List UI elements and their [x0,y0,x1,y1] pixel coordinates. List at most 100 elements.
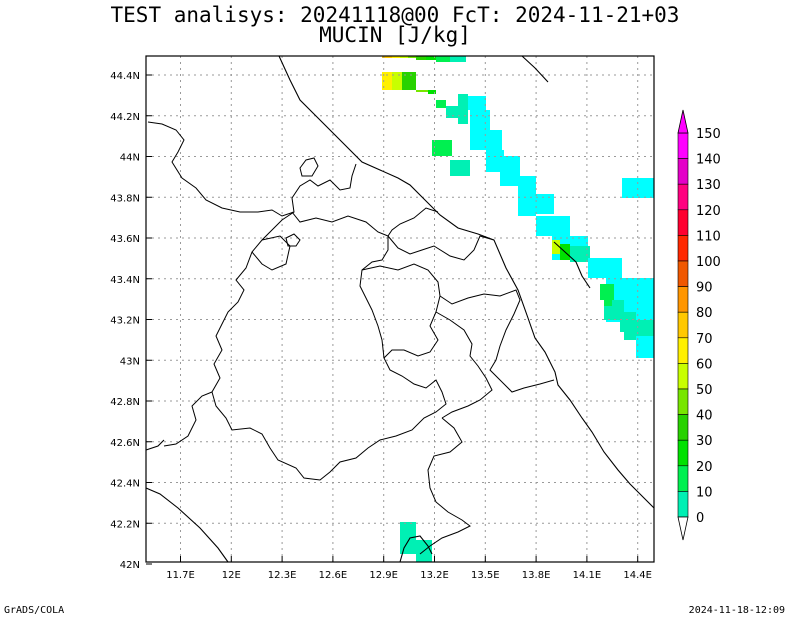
mucin-cell [426,56,436,60]
mucin-shading [382,56,654,562]
colorbar-swatch [677,132,689,159]
mucin-cell [436,56,450,62]
mucin-cell [400,522,416,544]
colorbar-swatch [677,465,689,492]
colorbar-label: 20 [696,460,713,475]
region-border-marche-interior [387,235,495,261]
mucin-cell [382,56,392,58]
y-tick-label: 44.4N [110,71,140,82]
y-axis-ticks: 44.4N 44.2N 44N 43.8N 43.6N 43.4N 43.2N 43N 42.8… [110,71,152,571]
adriatic-coastline [278,55,655,509]
x-tick-label: 14.4E [623,570,652,581]
colorbar-label: 90 [696,281,713,296]
region-border-umbria-internal [361,263,441,359]
colorbar-label: 110 [696,229,721,244]
colorbar-swatch [677,491,689,518]
mucin-cell [604,292,612,306]
x-tick-label: 13.2E [420,570,449,581]
mucin-cell [400,540,416,554]
mucin-cell [536,194,554,214]
colorbar-swatch [677,337,689,364]
x-tick-label: 12.6E [319,570,348,581]
y-tick-label: 42.6N [110,438,140,449]
mucin-cell [486,150,504,172]
mucin-cell [570,246,590,262]
x-axis-ticks: 11.7E 12E 12.3E 12.6E 12.9E 13.2E 13.5E 13.8E 14… [166,556,652,581]
mucin-cell [392,72,402,90]
y-tick-label: 42N [120,560,140,571]
mucin-cell [486,130,502,150]
mucin-cell [436,100,446,108]
gridlines [146,56,654,562]
region-borders [145,55,655,563]
mucin-cell [500,156,520,186]
region-border-lazio [419,417,471,555]
x-tick-label: 12.3E [268,570,297,581]
mucin-cell [468,96,486,110]
x-tick-label: 11.7E [166,570,195,581]
mucin-cell [416,56,426,60]
coast-se-detail [553,241,591,289]
mucin-cell [400,56,408,58]
region-border-interior-1 [251,235,291,271]
mucin-cell [458,94,468,124]
region-border-east [435,311,493,419]
y-tick-label: 43N [120,356,140,367]
title-line-2: MUCIN [J/kg] [319,23,471,47]
colorbar-swatch [677,286,689,313]
region-border-west [211,211,447,481]
colorbar-label: 50 [696,383,713,398]
mucin-cell [518,176,536,216]
colorbar-label: 140 [696,153,721,168]
colorbar-swatch [677,439,689,467]
title-line-1: TEST analisys: 20241118@00 FcT: 2024-11-… [111,3,680,27]
colorbar-swatch [677,235,689,262]
region-border-central [439,289,555,393]
colorbar-label: 40 [696,409,713,424]
colorbar-label: 150 [696,127,721,142]
west-coastline [145,487,229,563]
colorbar-swatch [677,388,689,415]
mucin-cell [450,160,470,176]
footer-left: GrADS/COLA [4,605,64,616]
footer-right: 2024-11-18-12:09 [689,605,785,616]
y-tick-label: 43.8N [110,193,140,204]
y-tick-label: 42.4N [110,479,140,490]
x-tick-label: 13.5E [471,570,500,581]
colorbar-swatch [677,158,689,185]
x-tick-label: 14.1E [573,570,602,581]
mucin-cell [552,240,560,254]
y-tick-label: 44.2N [110,112,140,123]
x-tick-label: 12E [222,570,241,581]
x-tick-label: 13.8E [522,570,551,581]
mucin-cell [392,56,400,58]
mucin-cell [636,336,654,358]
colorbar-label: 120 [696,204,721,219]
colorbar-label: 0 [696,511,704,526]
mucin-cell [446,106,458,118]
region-border-north [147,121,357,217]
mucin-cell [408,56,416,58]
y-tick-label: 43.6N [110,234,140,245]
colorbar-top-arrow [677,109,689,134]
san-marino-border [299,157,319,177]
colorbar-swatch [677,209,689,236]
y-tick-label: 44N [120,153,140,164]
northern-coast [521,55,549,83]
y-tick-label: 43.2N [110,316,140,327]
colorbar-label: 30 [696,434,713,449]
mucin-cell [382,72,392,90]
mucin-cell [588,260,606,278]
southwest-coast [145,439,165,451]
region-border-south [163,391,213,447]
y-tick-label: 42.8N [110,397,140,408]
colorbar-swatch [677,260,689,287]
colorbar-label: 80 [696,306,713,321]
mucin-cell [402,72,416,90]
colorbar-swatch [677,363,689,390]
y-tick-label: 42.2N [110,519,140,530]
y-tick-label: 43.4N [110,275,140,286]
mucin-cell [624,320,654,340]
